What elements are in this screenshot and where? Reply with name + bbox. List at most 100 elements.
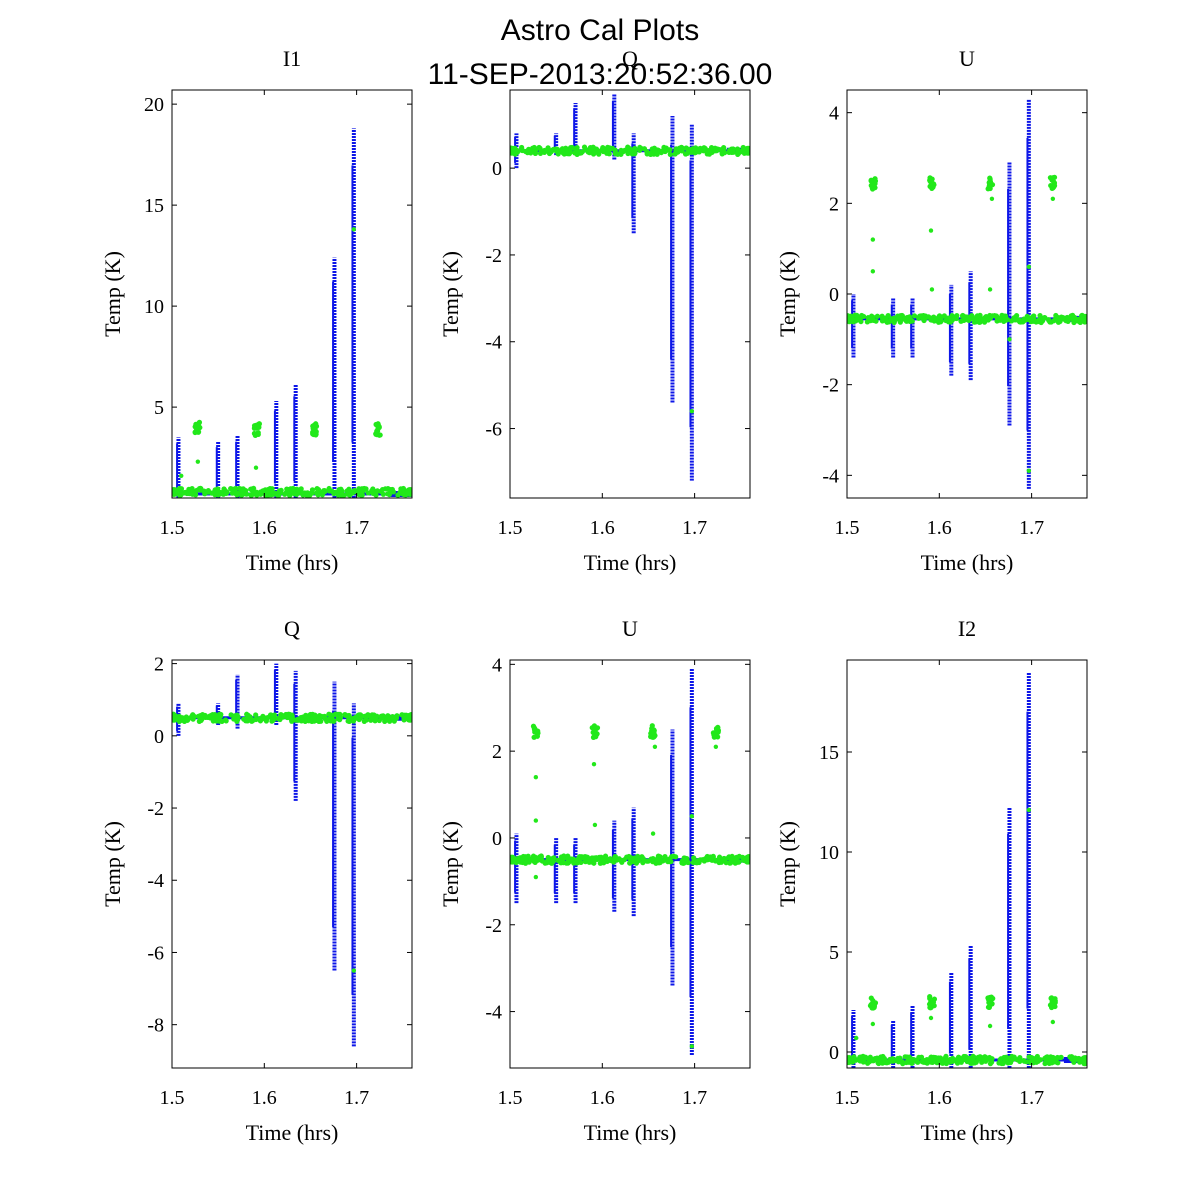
- green-cluster: [310, 421, 320, 438]
- green-outlier: [533, 774, 539, 780]
- y-tick-label: -6: [147, 942, 164, 964]
- green-outlier: [533, 874, 539, 880]
- y-tick-label: -2: [485, 915, 502, 937]
- plot-area: [847, 99, 1087, 489]
- y-tick-label: -4: [485, 1002, 502, 1024]
- x-axis-label: Time (hrs): [921, 550, 1014, 575]
- x-tick-label: 1.5: [498, 1087, 523, 1109]
- blue-spike: [948, 284, 954, 376]
- figure-title: Astro Cal Plots: [501, 14, 699, 47]
- green-outlier: [591, 761, 597, 767]
- green-outlier: [533, 818, 539, 823]
- blue-spike: [332, 257, 337, 498]
- y-tick-label: 5: [154, 397, 164, 419]
- y-tick-label: 4: [829, 103, 839, 125]
- green-outlier: [713, 744, 719, 750]
- y-tick-label: 0: [154, 726, 164, 748]
- x-axis-label: Time (hrs): [246, 550, 339, 575]
- green-baseline: [510, 144, 750, 158]
- green-outlier: [1050, 1019, 1056, 1025]
- y-tick-label: 2: [154, 654, 164, 676]
- figure-timestamp: 11-SEP-2013:20:52:36.00: [428, 58, 773, 91]
- green-cluster: [530, 723, 541, 740]
- y-tick-label: -4: [147, 870, 164, 892]
- x-tick-label: 1.5: [160, 1087, 185, 1109]
- green-cluster: [927, 175, 937, 191]
- subplot-1: 1.5 1.6 1.7 5 10 15 20 I1 Time (hrs) Temp (K): [100, 46, 413, 575]
- green-cluster: [251, 421, 262, 438]
- y-tick-label: 15: [819, 742, 839, 764]
- y-tick-label: 2: [492, 741, 502, 763]
- blue-spike: [351, 128, 356, 498]
- plot-area: [172, 663, 412, 1047]
- y-tick-label: -2: [485, 245, 502, 267]
- x-tick-label: 1.7: [682, 1087, 707, 1109]
- green-baseline: [510, 853, 750, 866]
- green-outlier: [929, 287, 935, 292]
- green-outlier: [987, 287, 993, 292]
- x-tick-label: 1.6: [927, 517, 952, 539]
- green-outlier: [928, 1015, 934, 1021]
- green-outlier: [928, 228, 934, 233]
- blue-spike: [1007, 162, 1012, 426]
- subplot-4: 1.5 1.6 1.7 -8 -6 -4 -2 0 2 Q Time (hrs) Temp (K): [100, 616, 413, 1145]
- subplot-2: 1.5 1.6 1.7 -6 -4 -2 0 Q Time (hrs) Temp (K): [438, 46, 751, 575]
- blue-spike: [1026, 99, 1031, 489]
- x-tick-label: 1.6: [590, 1087, 615, 1109]
- y-axis-label: Temp (K): [438, 251, 463, 337]
- green-outlier: [195, 459, 201, 464]
- green-baseline: [172, 711, 412, 725]
- blue-spike: [968, 946, 973, 1068]
- y-axis-label: Temp (K): [100, 251, 125, 337]
- y-tick-label: 20: [144, 94, 164, 116]
- green-cluster: [192, 419, 203, 436]
- x-axis-label: Time (hrs): [584, 550, 677, 575]
- subplot-title: I2: [958, 616, 976, 641]
- axes-frame: [171, 659, 413, 1069]
- green-cluster: [985, 175, 996, 192]
- green-outlier: [592, 822, 598, 828]
- y-tick-label: 4: [492, 654, 502, 676]
- blue-spike: [573, 103, 578, 156]
- green-outlier: [870, 1021, 876, 1027]
- green-outlier: [1026, 807, 1032, 813]
- green-outlier: [987, 1023, 993, 1029]
- green-outlier: [652, 744, 658, 750]
- green-outlier: [650, 831, 656, 836]
- y-tick-label: 0: [829, 284, 839, 306]
- plot-area: [847, 672, 1087, 1068]
- green-outlier: [870, 237, 876, 242]
- x-tick-label: 1.5: [835, 1087, 860, 1109]
- subplot-title: U: [622, 616, 638, 641]
- blue-spike: [553, 837, 559, 904]
- x-tick-label: 1.6: [590, 517, 615, 539]
- green-outlier: [989, 196, 995, 201]
- blue-spike: [670, 729, 675, 986]
- blue-spike: [332, 681, 337, 971]
- x-tick-label: 1.6: [252, 517, 277, 539]
- y-tick-label: 0: [492, 828, 502, 850]
- axes-frame: [509, 89, 751, 499]
- y-tick-label: -4: [822, 465, 839, 487]
- green-outlier: [179, 473, 184, 478]
- axes-frame: [846, 89, 1088, 499]
- y-tick-label: 15: [144, 195, 164, 217]
- green-cluster: [1047, 174, 1058, 192]
- blue-spike: [293, 670, 298, 801]
- subplot-title: Q: [622, 46, 638, 71]
- x-tick-label: 1.7: [1019, 1087, 1044, 1109]
- green-cluster: [867, 995, 879, 1011]
- blue-spike: [293, 384, 298, 498]
- x-tick-label: 1.7: [1019, 517, 1044, 539]
- x-axis-label: Time (hrs): [584, 1120, 677, 1145]
- x-tick-label: 1.7: [344, 1087, 369, 1109]
- green-baseline: [847, 312, 1087, 326]
- blue-spike: [948, 972, 954, 1068]
- green-outlier: [1026, 264, 1032, 269]
- x-axis-label: Time (hrs): [246, 1120, 339, 1145]
- y-axis-label: Temp (K): [100, 821, 125, 907]
- blue-spike: [968, 271, 973, 381]
- blue-spike: [910, 298, 915, 358]
